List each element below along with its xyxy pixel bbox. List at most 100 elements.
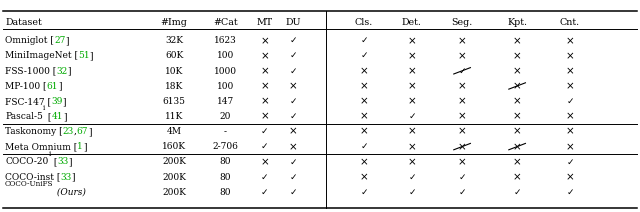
Text: $\times$: $\times$ <box>289 81 298 91</box>
Text: 100: 100 <box>217 82 234 91</box>
Text: MP-100 [: MP-100 [ <box>5 82 47 91</box>
Text: Seg.: Seg. <box>451 18 473 27</box>
Text: $\times$: $\times$ <box>260 81 269 91</box>
Text: $\times$: $\times$ <box>565 142 574 152</box>
Text: $\times$: $\times$ <box>513 96 522 106</box>
Text: 1000: 1000 <box>214 67 237 75</box>
Text: $\times$: $\times$ <box>260 111 269 122</box>
Text: FSS-1000 [: FSS-1000 [ <box>5 67 56 75</box>
Text: $\times$: $\times$ <box>458 81 467 91</box>
Text: 2-706: 2-706 <box>212 142 238 151</box>
Text: $\checkmark$: $\checkmark$ <box>289 112 297 121</box>
Text: 32: 32 <box>56 67 68 75</box>
Text: 23: 23 <box>63 127 74 136</box>
Text: $\times$: $\times$ <box>359 111 368 122</box>
Text: $\times$: $\times$ <box>513 127 522 137</box>
Text: $\checkmark$: $\checkmark$ <box>408 112 415 121</box>
Text: FSC-147 [: FSC-147 [ <box>5 97 51 106</box>
Text: $\times$: $\times$ <box>513 157 522 167</box>
Text: 18K: 18K <box>165 82 183 91</box>
Text: $\times$: $\times$ <box>407 36 416 46</box>
Text: 6135: 6135 <box>163 97 186 106</box>
Text: Meta Omnium [: Meta Omnium [ <box>5 142 77 151</box>
Text: COCO-inst [: COCO-inst [ <box>5 173 61 182</box>
Text: $\times$: $\times$ <box>565 66 574 76</box>
Text: [: [ <box>51 158 57 166</box>
Text: $\times$: $\times$ <box>407 157 416 167</box>
Text: $\times$: $\times$ <box>458 51 467 61</box>
Text: $\times$: $\times$ <box>513 36 522 46</box>
Text: $\times$: $\times$ <box>359 157 368 167</box>
Text: $\checkmark$: $\checkmark$ <box>360 51 367 60</box>
Text: ]: ] <box>68 67 71 75</box>
Text: $\times$: $\times$ <box>458 96 467 106</box>
Text: 41: 41 <box>52 112 63 121</box>
Text: $\checkmark$: $\checkmark$ <box>289 97 297 106</box>
Text: $\times$: $\times$ <box>407 66 416 76</box>
Text: $\checkmark$: $\checkmark$ <box>566 158 573 166</box>
Text: $\times$: $\times$ <box>565 172 574 182</box>
Text: $\times$: $\times$ <box>260 157 269 167</box>
Text: Omniglot [: Omniglot [ <box>5 36 54 45</box>
Text: 1623: 1623 <box>214 36 237 45</box>
Text: $\checkmark$: $\checkmark$ <box>566 188 573 197</box>
Text: $\checkmark$: $\checkmark$ <box>289 188 297 197</box>
Text: #Img: #Img <box>161 18 188 27</box>
Text: $\times$: $\times$ <box>359 81 368 91</box>
Text: $\times$: $\times$ <box>513 172 522 182</box>
Text: 33: 33 <box>57 158 68 166</box>
Text: $\times$: $\times$ <box>407 142 416 152</box>
Text: 80: 80 <box>220 173 231 182</box>
Text: ]: ] <box>83 142 86 151</box>
Text: $\checkmark$: $\checkmark$ <box>289 51 297 60</box>
Text: Kpt.: Kpt. <box>507 18 527 27</box>
Text: $\checkmark$: $\checkmark$ <box>458 188 466 197</box>
Text: $\times$: $\times$ <box>458 111 467 122</box>
Text: $\times$: $\times$ <box>407 81 416 91</box>
Text: 80: 80 <box>220 188 231 197</box>
Text: $\times$: $\times$ <box>260 96 269 106</box>
Text: 200K: 200K <box>162 173 186 182</box>
Text: 27: 27 <box>54 36 65 45</box>
Text: 11K: 11K <box>165 112 183 121</box>
Text: $\times$: $\times$ <box>359 172 368 182</box>
Text: $\checkmark$: $\checkmark$ <box>566 97 573 106</box>
Text: Dataset: Dataset <box>5 18 42 27</box>
Text: $\times$: $\times$ <box>458 142 467 152</box>
Text: MT: MT <box>256 18 273 27</box>
Text: $\times$: $\times$ <box>513 51 522 61</box>
Text: $\times$: $\times$ <box>407 127 416 137</box>
Text: 20: 20 <box>220 112 231 121</box>
Text: $\times$: $\times$ <box>458 36 467 46</box>
Text: $\checkmark$: $\checkmark$ <box>289 36 297 45</box>
Text: Cnt.: Cnt. <box>559 18 580 27</box>
Text: MiniImageNet [: MiniImageNet [ <box>5 51 78 60</box>
Text: $\times$: $\times$ <box>359 127 368 137</box>
Text: 160K: 160K <box>162 142 186 151</box>
Text: $\checkmark$: $\checkmark$ <box>408 188 415 197</box>
Text: $\times$: $\times$ <box>289 142 298 152</box>
Text: $\times$: $\times$ <box>565 51 574 61</box>
Text: $\times$: $\times$ <box>565 81 574 91</box>
Text: i: i <box>49 150 51 158</box>
Text: $\times$: $\times$ <box>565 127 574 137</box>
Text: $\checkmark$: $\checkmark$ <box>260 173 268 182</box>
Text: 32K: 32K <box>165 36 183 45</box>
Text: $\times$: $\times$ <box>513 142 522 152</box>
Text: $\times$: $\times$ <box>359 96 368 106</box>
Text: (Ours): (Ours) <box>54 188 86 197</box>
Text: $\times$: $\times$ <box>260 36 269 46</box>
Text: $\times$: $\times$ <box>260 51 269 61</box>
Text: ]: ] <box>63 97 66 106</box>
Text: ]: ] <box>68 158 72 166</box>
Text: $\checkmark$: $\checkmark$ <box>458 67 466 75</box>
Text: Det.: Det. <box>401 18 422 27</box>
Text: $\times$: $\times$ <box>289 127 298 137</box>
Text: -: - <box>224 127 227 136</box>
Text: Pascal-5: Pascal-5 <box>5 112 43 121</box>
Text: $\times$: $\times$ <box>359 66 368 76</box>
Text: $\checkmark$: $\checkmark$ <box>408 173 415 182</box>
Text: $\times$: $\times$ <box>565 111 574 122</box>
Text: $\times$: $\times$ <box>260 66 269 76</box>
Text: 10K: 10K <box>165 67 183 75</box>
